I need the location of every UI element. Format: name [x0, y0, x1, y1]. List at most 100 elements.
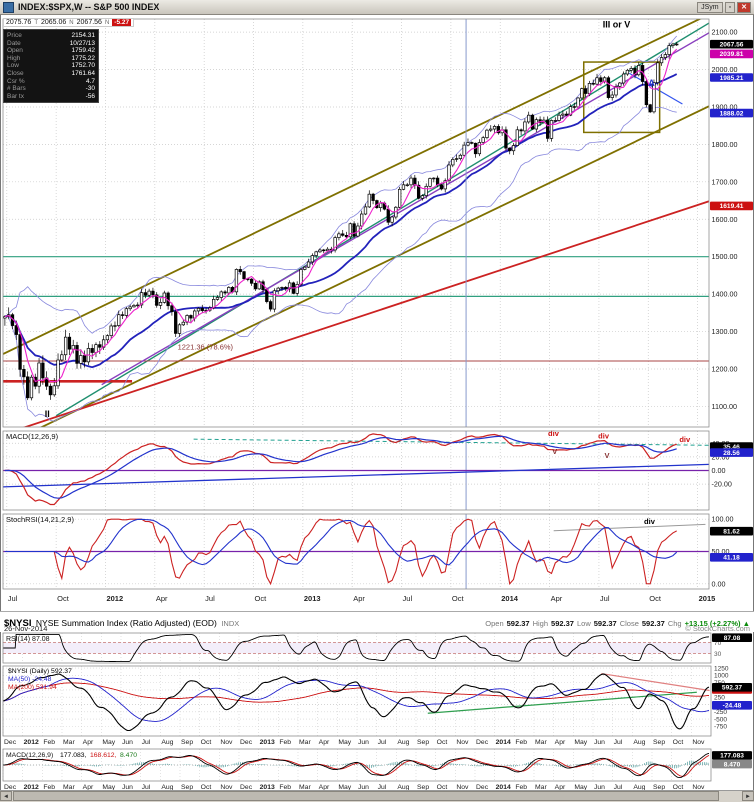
candle-body [504, 129, 508, 149]
panel-border [2, 748, 712, 782]
x-axis-label: Sep [181, 739, 193, 746]
y-axis-label: 1000 [714, 673, 729, 680]
candle-body [257, 281, 261, 290]
quote-cell: 2065.06 [40, 19, 67, 26]
candle-body [652, 82, 656, 113]
x-axis-label: Sep [653, 784, 665, 790]
candle-body [63, 336, 68, 356]
x-axis-label: Sep [653, 739, 665, 746]
maximize-button[interactable]: ▫ [724, 1, 736, 13]
candle-body [348, 223, 352, 238]
trendline [55, 22, 709, 417]
trendline [427, 691, 697, 714]
quote-cell: T [34, 19, 38, 26]
x-axis-label: Jun [122, 739, 133, 746]
legend-row: High 1775.22 [7, 54, 95, 62]
panel-border [2, 665, 712, 737]
window-titlebar[interactable]: INDEX:$SPX,W -- S&P 500 INDEX JSym ▫ ✕ [0, 0, 754, 15]
candle-body [398, 188, 402, 208]
candle-body [496, 126, 500, 134]
x-axis-label: Dec [4, 739, 17, 746]
y-axis-label: 100.00 [712, 515, 734, 524]
y-axis-label: 1700.00 [712, 177, 738, 186]
ohlc-label: Close [619, 619, 639, 628]
ohlc-value: 592.37 [551, 619, 574, 628]
candle-body [325, 248, 330, 252]
x-axis-label: 2013 [260, 784, 275, 790]
candle-body [71, 345, 75, 350]
candle-body [546, 119, 550, 139]
candle-body [29, 376, 34, 399]
nysi-chart-svg[interactable]: Dec Dec 2012 2012 Feb Feb Mar Mar Apr Apr May May Ju… [0, 632, 754, 790]
window-buttons: JSym ▫ ✕ [697, 1, 751, 13]
candle-body [82, 355, 87, 363]
candle-body [428, 178, 432, 187]
candle-body [606, 77, 611, 98]
annotation: II [45, 409, 50, 419]
candle-body [511, 145, 516, 152]
candle-body [90, 348, 94, 353]
y-axis-label: 1300.00 [712, 327, 738, 336]
candle-body [174, 311, 178, 334]
candle-body [105, 335, 110, 341]
x-axis-label: Apr [555, 784, 566, 790]
legend-row: Csr % 4.7 [7, 77, 95, 85]
window-title: INDEX:$SPX,W -- S&P 500 INDEX [18, 2, 160, 12]
annotation: V [552, 447, 557, 456]
candle-body [595, 77, 599, 85]
badge-text: 1619.41 [720, 203, 744, 210]
nysi-header: $NYSI NYSE Summation Index (Ratio Adjust… [0, 611, 754, 633]
annotation: div [548, 429, 560, 438]
candle-body [306, 261, 311, 268]
close-button[interactable]: ✕ [737, 1, 751, 13]
candle-body [185, 315, 189, 323]
candle-body [363, 206, 368, 215]
x-axis-label: Nov [692, 784, 705, 790]
price-badge [712, 759, 752, 769]
candle-body [420, 195, 425, 199]
stochrsi-k-line [4, 518, 677, 586]
x-axis-label: Apr [83, 784, 94, 790]
spx-chart-svg[interactable]: Jul Oct 2012 Apr Jul Oct 2013 Apr Jul Oct 2014 Apr J… [0, 15, 754, 611]
price-badge [710, 39, 753, 49]
horizontal-scrollbar[interactable]: ◄ ► [0, 790, 754, 802]
x-axis-label: Apr [353, 594, 365, 603]
x-axis-label: 2012 [24, 784, 39, 790]
candle-body [212, 299, 216, 309]
candle-body [139, 292, 144, 306]
macd-line [4, 433, 677, 506]
y-axis-label: 1600.00 [712, 215, 738, 224]
x-axis-label: Sep [181, 784, 193, 790]
macd-value: 168.612, [90, 752, 117, 759]
trendline [601, 672, 710, 692]
price-badge [712, 751, 752, 760]
candle-body [565, 113, 569, 116]
stochrsi-panel [4, 518, 706, 586]
ma5-line [4, 48, 678, 383]
symbol-button[interactable]: JSym [697, 1, 723, 13]
candle-body [432, 177, 436, 180]
rsi-label: RSI(14) 87.08 [6, 636, 50, 643]
x-axis-label: Dec [240, 739, 253, 746]
y-axis-label: 50.00 [712, 547, 730, 556]
candle-body [14, 325, 18, 335]
candle-body [136, 304, 140, 307]
annotation: III or V [603, 20, 631, 30]
ma50-line [3, 677, 710, 722]
price-badge [710, 108, 753, 118]
candle-body [79, 355, 83, 364]
candle-body [621, 73, 626, 84]
x-axis-label: Jul [8, 594, 18, 603]
candle-body [462, 144, 466, 156]
candle-body [580, 88, 584, 99]
candlesticks [3, 42, 679, 401]
candle-body [489, 128, 493, 131]
legend-row: Close 1761.64 [7, 69, 95, 77]
candle-body [310, 255, 314, 263]
candle-body [189, 315, 193, 319]
candle-body [644, 81, 649, 106]
x-axis-label: Feb [279, 784, 291, 790]
legend-row: Low 1752.70 [7, 62, 95, 70]
candle-body [610, 94, 614, 98]
y-axis-label: 250 [714, 695, 725, 702]
